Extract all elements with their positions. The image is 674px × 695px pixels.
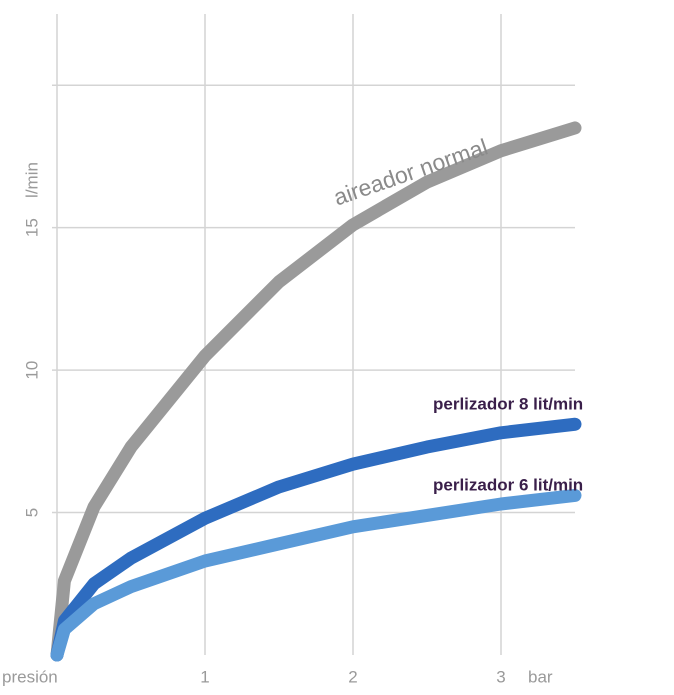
series-label: perlizador 6 lit/min (433, 475, 583, 494)
series-line (50, 488, 582, 662)
y-tick-label: 15 (22, 218, 41, 237)
series-line (50, 417, 582, 662)
y-axis-label: l/min (22, 162, 41, 198)
x-axis-unit: bar (528, 667, 553, 686)
series-line (50, 121, 582, 662)
y-tick-label: 5 (22, 508, 41, 517)
x-tick-label: 3 (496, 667, 505, 686)
x-axis-label: presión (2, 667, 58, 686)
series-label: perlizador 8 lit/min (433, 394, 583, 413)
x-tick-label: 1 (200, 667, 209, 686)
y-tick-label: 10 (22, 361, 41, 380)
x-tick-label: 2 (348, 667, 357, 686)
